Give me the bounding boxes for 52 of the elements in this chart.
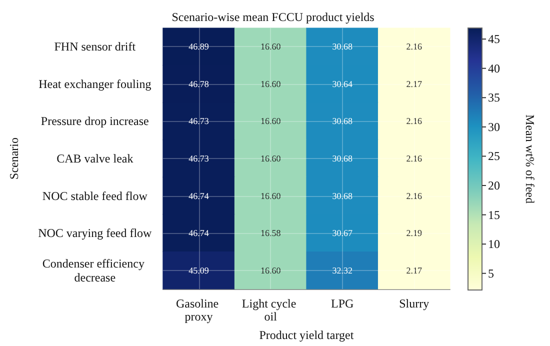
data-label: 46.74 <box>188 228 210 238</box>
data-label: 2.17 <box>406 78 422 89</box>
data-label: 30.68 <box>332 190 353 201</box>
chart-title: Scenario-wise mean FCCU product yields <box>172 10 375 24</box>
color-bar-label: 45 <box>488 32 500 46</box>
y-tick-label: NOC stable feed flow <box>42 188 148 203</box>
data-label: 2.16 <box>406 42 422 52</box>
color-bar-label: 15 <box>488 208 500 222</box>
data-label: 2.16 <box>406 116 422 126</box>
data-label: 2.17 <box>406 265 422 276</box>
x-tick-label: Light cycle oil <box>242 296 300 324</box>
data-label: 32.32 <box>332 265 352 276</box>
data-label: 2.16 <box>406 154 422 164</box>
data-label: 16.60 <box>260 116 282 126</box>
color-bar-label: 25 <box>488 149 500 164</box>
color-bar-label: 20 <box>488 178 500 193</box>
data-label: 30.68 <box>332 154 353 164</box>
data-label: 16.60 <box>260 78 282 89</box>
data-label: 46.73 <box>188 154 210 164</box>
data-label: 46.73 <box>188 116 210 126</box>
x-tick-label: Gasoline proxy <box>176 296 222 324</box>
data-label: 2.16 <box>406 190 422 201</box>
y-tick-label: NOC varying feed flow <box>38 226 152 240</box>
data-label: 30.67 <box>332 228 353 238</box>
data-label: 16.58 <box>260 228 282 238</box>
color-bar-title: Mean wt% of feed <box>523 114 537 204</box>
data-label: 45.09 <box>188 265 210 276</box>
color-bar-label: 35 <box>488 90 500 105</box>
x-axis-title: Product yield target <box>259 328 354 342</box>
data-label: 16.60 <box>260 265 282 276</box>
data-label: 30.68 <box>332 42 353 52</box>
color-bar-label: 30 <box>488 120 500 134</box>
data-label: 16.60 <box>260 190 282 201</box>
x-tick-label: LPG <box>331 296 354 310</box>
data-label: 46.89 <box>188 42 210 52</box>
y-axis-title: Scenario <box>7 138 21 180</box>
x-tick-label: Slurry <box>399 296 430 310</box>
y-tick-label: CAB valve leak <box>56 152 134 166</box>
data-label: 2.19 <box>406 228 422 238</box>
data-label: 30.64 <box>332 78 353 89</box>
data-label: 46.78 <box>188 78 210 89</box>
data-label: 16.60 <box>260 154 282 164</box>
color-bar-label: 40 <box>488 61 500 76</box>
y-tick-label: FHN sensor drift <box>54 40 136 54</box>
data-label: 30.68 <box>332 116 353 126</box>
y-tick-label: Heat exchanger fouling <box>38 76 152 91</box>
data-label: 46.74 <box>188 190 210 201</box>
color-bar-label: 10 <box>488 237 500 252</box>
data-label: 16.60 <box>260 42 282 52</box>
y-tick-label: Pressure drop increase <box>40 114 149 128</box>
color-bar-label: 5 <box>488 266 494 280</box>
y-tick-label: Condenser efficiency decrease <box>42 256 148 284</box>
